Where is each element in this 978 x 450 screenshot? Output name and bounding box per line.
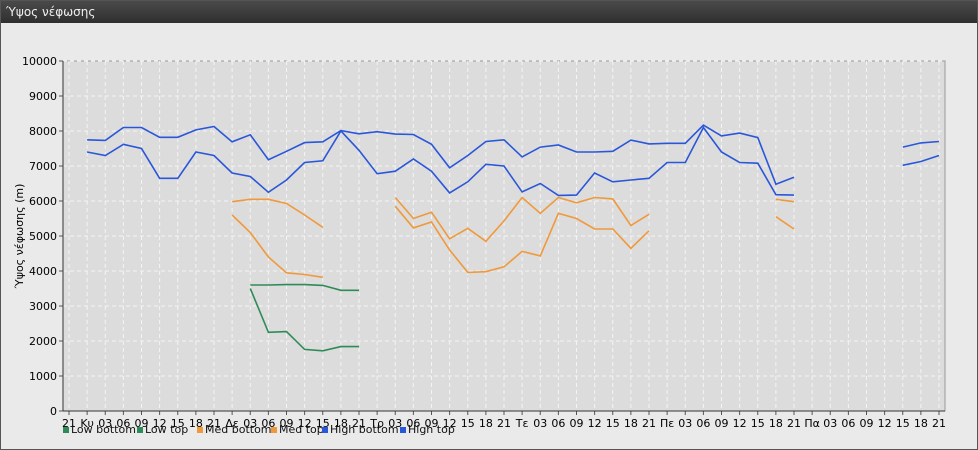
x-tick-label: 06 [116,417,130,430]
x-tick-label: 15 [461,417,475,430]
x-tick-label: 15 [171,417,185,430]
x-tick-label: Πε [660,417,674,430]
x-tick-label: 18 [914,417,928,430]
y-axis-label: Ύψος νέφωσης (m) [13,184,26,290]
legend-label: High bottom [330,423,399,436]
y-tick-label: 3000 [29,300,57,313]
y-tick-label: 8000 [29,125,57,138]
x-tick-label: 12 [443,417,457,430]
legend-swatch [197,427,203,433]
x-tick-label: 09 [860,417,874,430]
series-line-med-top [231,198,324,228]
x-tick-label: 18 [769,417,783,430]
x-tick-label: 12 [298,417,312,430]
x-tick-label: 18 [624,417,638,430]
window-title: Ύψος νέφωσης [1,1,977,23]
series-line-high-top [87,124,795,186]
series-line-high-top [902,140,940,148]
x-tick-label: 03 [678,417,692,430]
x-tick-label: Δε [225,417,239,430]
y-tick-label: 5000 [29,230,57,243]
series-line-med-top [394,196,650,243]
y-tick-label: 9000 [29,90,57,103]
x-tick-label: 06 [406,417,420,430]
x-tick-label: 18 [479,417,493,430]
legend-label: Med top [279,423,324,436]
x-tick-label: 15 [316,417,330,430]
x-tick-label: 03 [388,417,402,430]
x-tick-label: 06 [551,417,565,430]
x-tick-label: 21 [932,417,946,430]
y-tick-label: 1000 [29,370,57,383]
x-tick-label: 06 [841,417,855,430]
x-tick-label: 09 [715,417,729,430]
series-line-high-bottom [902,154,940,167]
x-tick-label: 21 [642,417,656,430]
series-line-med-bottom [231,214,323,279]
legend-swatch [400,427,406,433]
x-tick-label: 21 [62,417,76,430]
x-tick-label: 09 [280,417,294,430]
x-tick-label: 12 [878,417,892,430]
y-tick-label: 10000 [22,55,57,68]
x-tick-label: 03 [243,417,257,430]
legend-label: Low bottom [71,423,136,436]
x-tick-label: 21 [497,417,511,430]
x-tick-label: 03 [823,417,837,430]
y-tick-label: 4000 [29,265,57,278]
x-tick-label: 18 [189,417,203,430]
y-tick-label: 2000 [29,335,57,348]
x-tick-label: 06 [261,417,275,430]
cloud-height-chart: 0 1000 2000 3000 4000 5000 6000 7000 8000 9000 100… [13,55,946,436]
y-tick-label: 6000 [29,195,57,208]
legend-swatch [63,427,69,433]
x-tick-label: 03 [533,417,547,430]
legend-label: High top [408,423,455,436]
x-tick-label: Τρ [369,417,384,430]
legend-label: Low top [145,423,188,436]
series-line-med-bottom [394,205,650,274]
x-tick-label: 09 [425,417,439,430]
x-tick-label: 15 [751,417,765,430]
x-tick-label: 09 [135,417,149,430]
y-tick-label: 0 [50,405,57,418]
x-tick-label: Κυ [80,417,94,430]
x-tick-label: 15 [606,417,620,430]
legend-swatch [322,427,328,433]
x-tick-label: 12 [153,417,167,430]
x-tick-label: 21 [207,417,221,430]
legend-swatch [271,427,277,433]
series-line-high-bottom [86,125,795,197]
x-tick-label: 03 [98,417,112,430]
legend-swatch [137,427,143,433]
x-tick-label: Τε [515,417,529,430]
legend-label: Med bottom [205,423,272,436]
y-tick-label: 7000 [29,160,57,173]
series-line-med-top [775,198,795,203]
x-tick-label: 15 [896,417,910,430]
x-tick-label: 21 [352,417,366,430]
x-tick-label: 12 [733,417,747,430]
series-line-med-bottom [775,216,795,230]
x-tick-label: 21 [787,417,801,430]
series-line-low-top [250,283,359,292]
x-tick-label: 09 [570,417,584,430]
series-line-low-bottom [249,288,359,352]
x-tick-label: Πα [804,417,820,430]
x-tick-label: 18 [334,417,348,430]
x-tick-label: 06 [696,417,710,430]
x-tick-label: 12 [588,417,602,430]
